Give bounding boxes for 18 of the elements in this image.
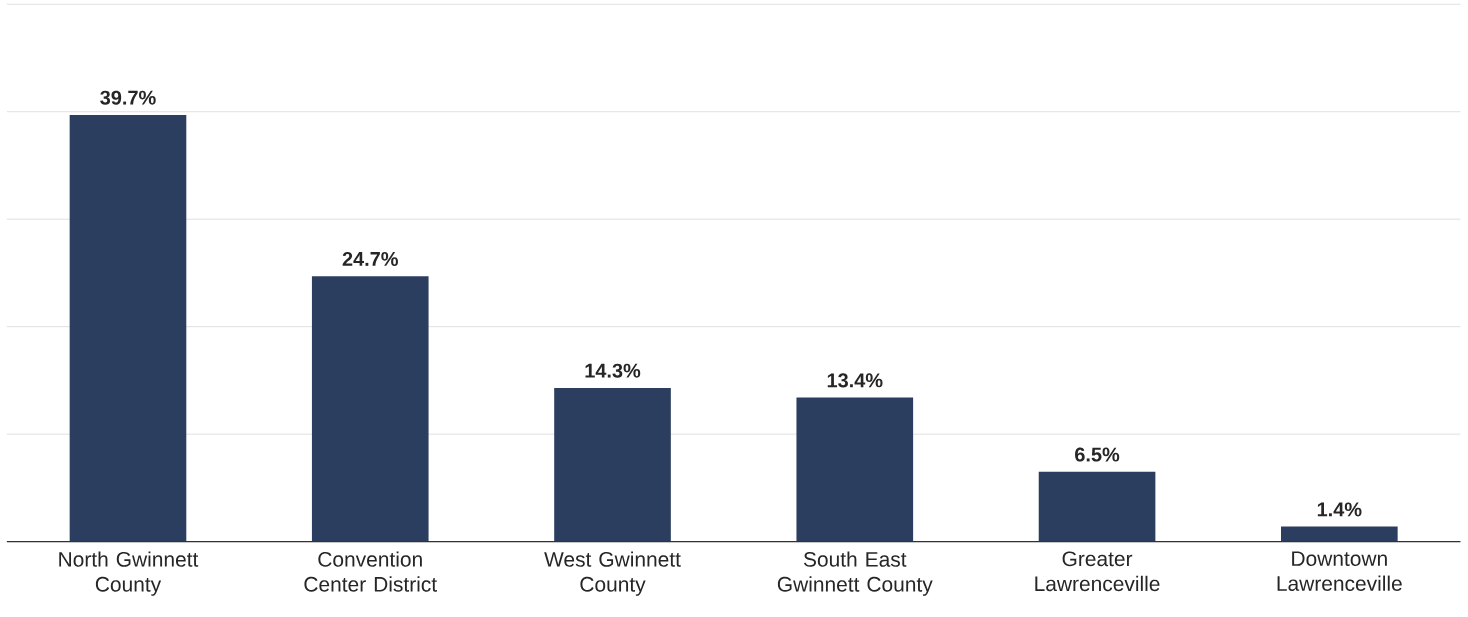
bar (796, 397, 914, 542)
data-label: 39.7% (100, 90, 156, 105)
data-label: 13.4% (827, 373, 883, 388)
x-tick-label: Downtown Lawrenceville (1277, 551, 1402, 591)
data-label: 1.4% (1317, 502, 1362, 517)
bar (1281, 526, 1398, 542)
x-tick-label: South East Gwinnett County (777, 551, 933, 596)
x-tick-label: West Gwinnett County (544, 551, 681, 596)
x-tick-label: North Gwinnett County (59, 551, 199, 596)
bar (554, 388, 671, 542)
data-label: 6.5% (1075, 447, 1120, 462)
bar (311, 276, 429, 542)
x-tick-label: Greater Lawrenceville (1035, 551, 1160, 592)
data-label: 24.7% (342, 251, 398, 267)
x-tick-label: Convention Center District (304, 551, 437, 592)
bar (69, 115, 187, 542)
data-label: 14.3% (585, 363, 641, 378)
bar (1038, 471, 1156, 542)
